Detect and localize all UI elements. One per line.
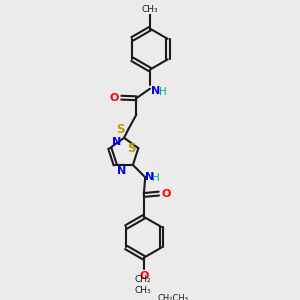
Text: N: N xyxy=(145,172,154,182)
Text: S: S xyxy=(116,123,125,136)
Text: CH₃: CH₃ xyxy=(142,4,158,14)
Text: CH₂: CH₂ xyxy=(134,275,151,284)
Text: N: N xyxy=(112,137,121,147)
Text: H: H xyxy=(152,173,160,183)
Text: S: S xyxy=(127,142,136,155)
Text: N: N xyxy=(152,86,160,96)
Text: O: O xyxy=(110,93,119,103)
Text: CH₂CH₃: CH₂CH₃ xyxy=(158,294,188,300)
Text: H: H xyxy=(159,87,167,97)
Text: O: O xyxy=(139,271,148,281)
Text: N: N xyxy=(117,166,127,176)
Text: CH₃: CH₃ xyxy=(134,286,151,295)
Text: O: O xyxy=(161,189,170,199)
